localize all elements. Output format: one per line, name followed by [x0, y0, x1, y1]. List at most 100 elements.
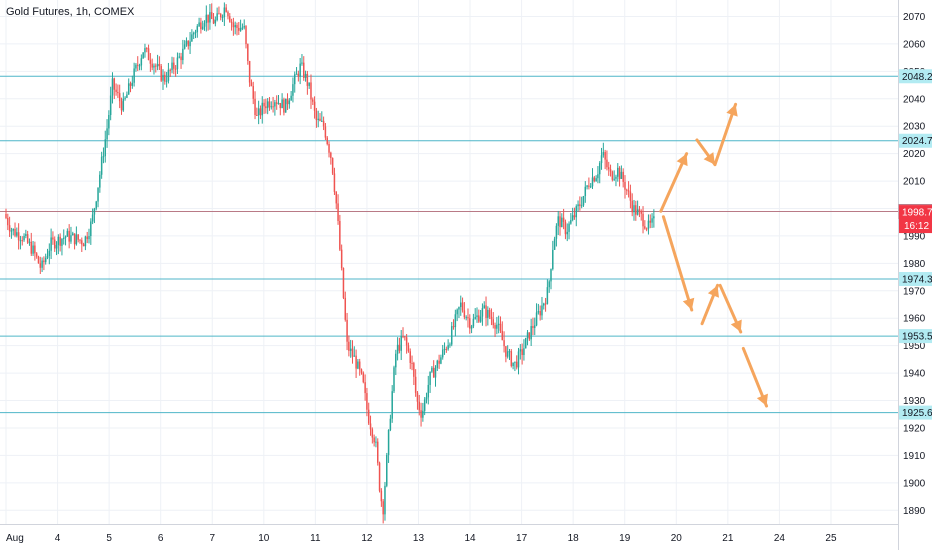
price-tick-label: 1960 — [903, 314, 926, 325]
candle-body — [310, 82, 312, 100]
candle-body — [483, 305, 485, 309]
candle-body — [281, 99, 283, 109]
candle-body — [88, 236, 90, 240]
candle-body — [149, 60, 152, 64]
candle-body — [427, 384, 430, 398]
candle-body — [633, 205, 635, 213]
candle-body — [647, 220, 650, 229]
candle-body — [286, 98, 289, 105]
candle-body — [463, 310, 466, 318]
candle-body — [588, 185, 590, 187]
candle-body — [290, 95, 292, 101]
candle-body — [568, 223, 570, 232]
candle-body — [478, 315, 480, 322]
candle-body — [395, 353, 397, 368]
candle-body — [252, 86, 254, 99]
candle-body — [523, 348, 525, 356]
candle-body — [393, 367, 395, 392]
candle-body — [304, 73, 307, 78]
projection-arrow-head — [707, 285, 719, 298]
candle-body — [263, 102, 265, 107]
candle-body — [225, 7, 227, 12]
candle-body — [292, 84, 294, 96]
price-tick-label: 2010 — [903, 177, 926, 188]
candle-body — [626, 189, 628, 191]
candle-body — [342, 268, 345, 298]
candle-body — [546, 287, 549, 304]
candle-body — [25, 234, 27, 236]
candle-body — [508, 351, 511, 353]
candle-body — [324, 126, 327, 138]
candle-body — [174, 68, 177, 70]
candle-body — [422, 410, 424, 418]
projection-arrow-head — [726, 104, 738, 117]
level-price-label: 2024.7 — [902, 136, 932, 147]
candle-body — [146, 48, 148, 50]
level-price-tag — [899, 329, 932, 344]
candle-body — [10, 230, 13, 232]
candle-body — [319, 118, 321, 121]
candle-body — [344, 297, 347, 320]
candlestick-series — [5, 2, 655, 524]
candle-body — [227, 11, 229, 17]
candle-body — [373, 437, 375, 443]
candle-body — [312, 99, 314, 102]
candle-body — [277, 103, 280, 105]
candle-body — [239, 27, 242, 31]
candle-body — [346, 319, 348, 342]
candle-body — [37, 256, 40, 264]
candle-body — [476, 315, 478, 318]
candle-body — [636, 209, 639, 215]
candle-body — [189, 41, 191, 47]
candle-body — [221, 16, 224, 18]
candle-body — [561, 217, 563, 228]
countdown-label: 16:12 — [904, 221, 929, 232]
candle-body — [355, 355, 357, 369]
candle-body — [19, 240, 22, 242]
candle-body — [579, 204, 581, 206]
candle-body — [377, 441, 379, 463]
candle-body — [380, 490, 383, 502]
candle-body — [62, 237, 65, 239]
candle-body — [460, 302, 462, 308]
candle-body — [593, 177, 596, 182]
level-price-label: 1953.5 — [902, 332, 932, 343]
candle-body — [196, 26, 199, 33]
candle-body — [84, 236, 87, 247]
candle-body — [315, 110, 318, 121]
level-price-tag — [899, 69, 932, 84]
candle-body — [136, 64, 139, 66]
candle-body — [357, 361, 359, 369]
price-tick-label: 1890 — [903, 506, 926, 517]
candle-body — [34, 245, 36, 254]
candle-body — [474, 317, 476, 319]
time-tick-label: 25 — [825, 533, 837, 544]
candle-body — [407, 345, 410, 352]
candle-body — [144, 48, 146, 53]
candle-body — [120, 101, 123, 111]
candle-body — [445, 348, 448, 350]
grid-lines — [0, 0, 898, 524]
candle-body — [238, 27, 240, 31]
candle-body — [182, 48, 184, 61]
candle-body — [519, 349, 522, 352]
candle-body — [503, 340, 505, 347]
candle-body — [160, 66, 162, 81]
candle-body — [133, 68, 135, 83]
time-tick-label: Aug — [6, 533, 24, 544]
candle-body — [456, 309, 458, 315]
candle-body — [52, 237, 54, 240]
candle-body — [573, 215, 576, 218]
candle-body — [200, 22, 202, 30]
time-axis[interactable]: Aug 4 5 6 7 10 11 12 13 14 17 18 19 20 21 24 25 — [6, 533, 837, 544]
candle-body — [450, 326, 453, 345]
candle-body — [564, 221, 567, 235]
candle-body — [566, 231, 568, 235]
candle-body — [387, 430, 390, 456]
candle-body — [375, 441, 377, 443]
candle-body — [409, 351, 411, 363]
candle-body — [411, 362, 413, 364]
candle-body — [367, 409, 370, 424]
candle-body — [321, 120, 323, 122]
